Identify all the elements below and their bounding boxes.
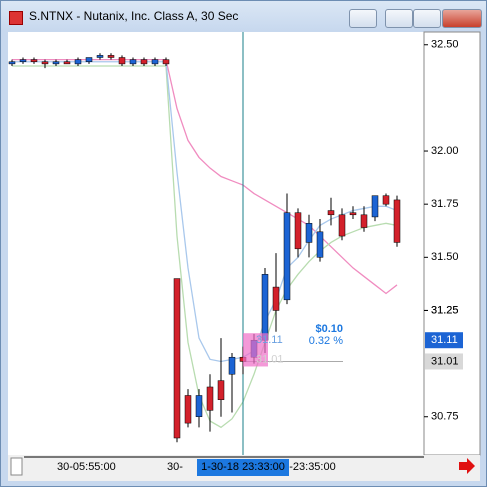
y-tick-label: 31.25	[431, 304, 459, 316]
candle-body	[19, 59, 27, 63]
candle-body	[206, 386, 214, 411]
x-tick-label: 30-05:55:00	[57, 461, 116, 473]
candle-body	[74, 59, 82, 65]
candle-body	[272, 286, 280, 311]
candle-body	[85, 57, 93, 63]
cursor-label: 1-30-18 23:33:00	[201, 461, 285, 473]
y-tick-label: 31.25	[431, 304, 459, 316]
candle-body	[96, 55, 104, 58]
candle-body	[382, 195, 390, 205]
candle-body	[162, 59, 170, 65]
y-tick-label: 32.00	[431, 145, 459, 157]
price-label: 31.11	[431, 334, 458, 346]
price-label-box	[425, 332, 463, 349]
y-tick-label: 31.50	[431, 251, 459, 263]
candle-body	[129, 59, 137, 65]
x-tick-label: 30-23:35:00	[277, 461, 336, 473]
measure-price: 31.01	[256, 353, 284, 365]
candle-body	[151, 59, 159, 65]
close-button[interactable]	[442, 9, 482, 28]
cursor-label-box	[197, 459, 289, 476]
candle-body	[30, 59, 38, 63]
candle-body	[118, 57, 126, 65]
maximize-button[interactable]	[413, 9, 441, 28]
candle-body	[217, 380, 225, 400]
scroll-right-arrow[interactable]	[459, 458, 475, 474]
x-tick-label: 30-	[167, 461, 183, 473]
candle-body	[393, 199, 401, 243]
measure-percent: 0.32 %	[309, 335, 343, 347]
candle-body	[52, 61, 60, 65]
candle-body	[360, 214, 368, 228]
price-label-box	[425, 353, 463, 370]
candle-body	[349, 212, 357, 216]
candle-body	[8, 61, 16, 65]
candle-body	[41, 61, 49, 65]
candle-body	[294, 212, 302, 250]
link-button[interactable]	[349, 9, 377, 28]
candle-body	[327, 210, 335, 216]
candle-body	[228, 356, 236, 375]
window-title: S.NTNX - Nutanix, Inc. Class A, 30 Sec	[29, 9, 239, 23]
overlay-line	[12, 65, 398, 429]
plot-area	[8, 32, 424, 455]
candle-body	[316, 231, 324, 258]
measure-price: 31.11	[256, 334, 283, 346]
y-axis-area	[423, 31, 481, 456]
candle-body	[173, 278, 181, 439]
scroll-box[interactable]	[10, 457, 23, 476]
app-icon	[9, 11, 23, 25]
minimize-button[interactable]	[385, 9, 413, 28]
candle-body	[63, 61, 71, 65]
y-tick-label: 31.75	[431, 198, 459, 210]
candle-body	[305, 223, 313, 243]
measure-change: $0.10	[315, 323, 343, 335]
candle-body	[261, 274, 269, 341]
candle-body	[338, 214, 346, 237]
candle-body	[195, 395, 203, 417]
y-tick-label: 32.50	[431, 39, 459, 51]
candle-body	[371, 195, 379, 218]
candle-body	[184, 395, 192, 424]
price-label: 31.01	[431, 355, 459, 367]
candle-body	[140, 59, 148, 65]
y-tick-label: 30.75	[431, 411, 459, 423]
measure-box	[243, 333, 268, 367]
candle-body	[283, 212, 291, 301]
candle-body	[107, 55, 115, 58]
